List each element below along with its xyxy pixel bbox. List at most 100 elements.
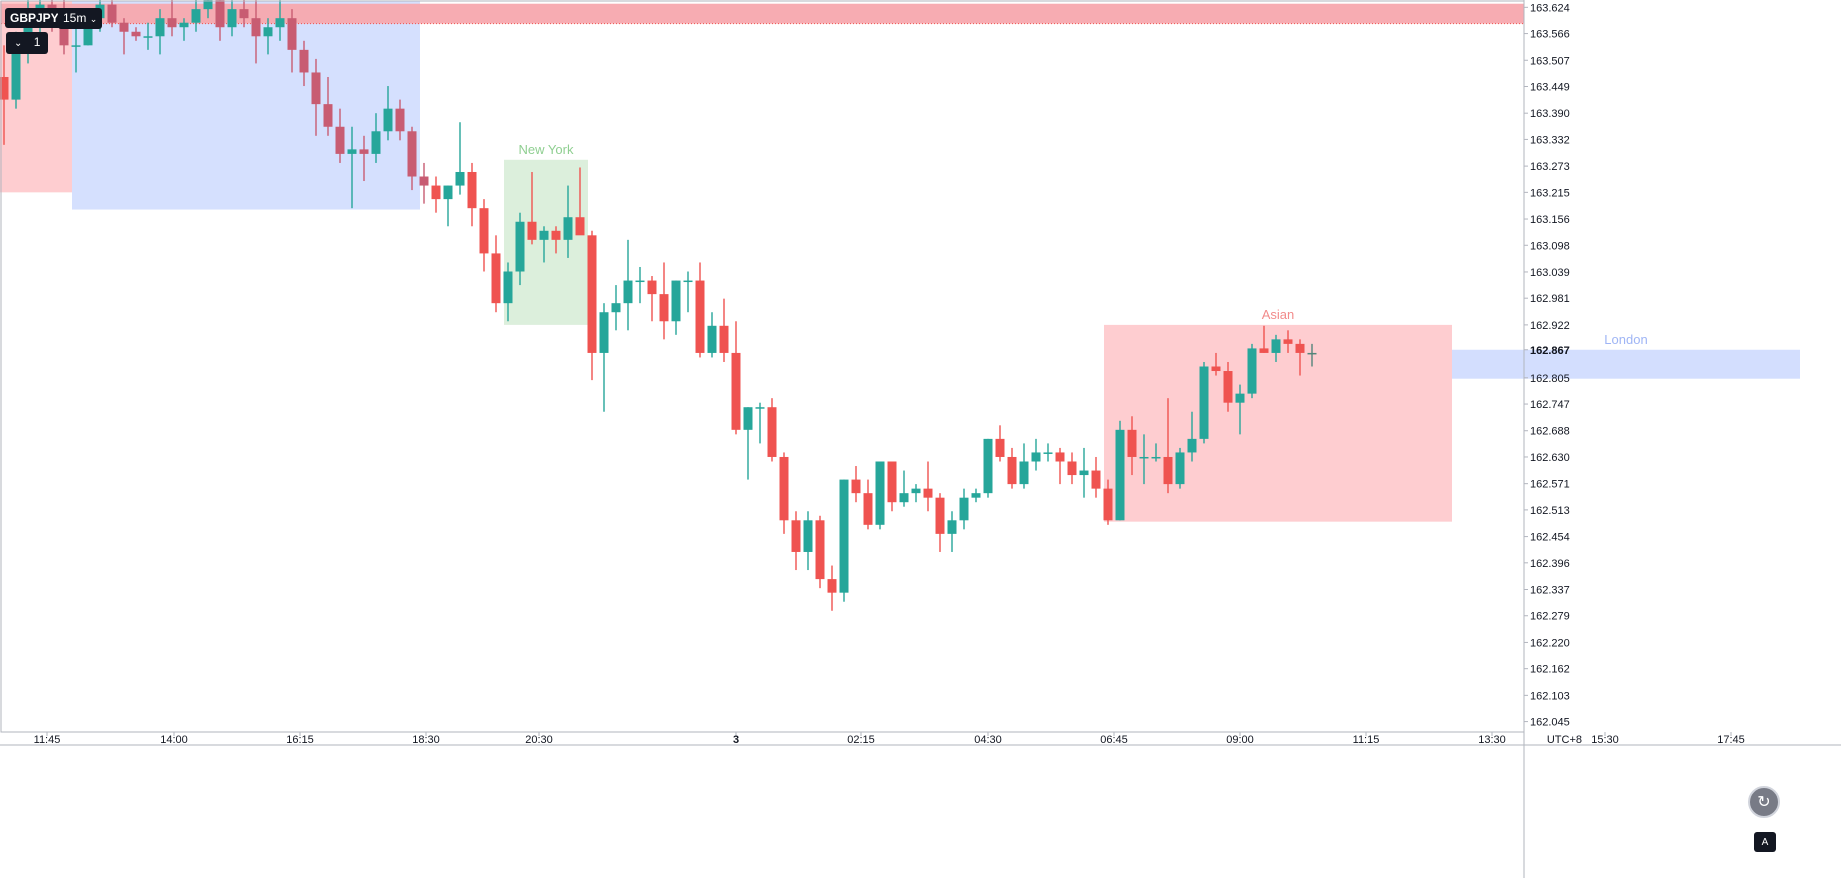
- candle-body: [1055, 452, 1065, 462]
- candle-body: [359, 149, 369, 154]
- candle: [491, 235, 501, 313]
- price-label: 162.103: [1530, 690, 1570, 702]
- candle-body: [1187, 438, 1197, 453]
- candle: [143, 22, 153, 50]
- candle: [947, 511, 957, 552]
- candle: [911, 484, 921, 503]
- candle: [479, 199, 489, 272]
- candle-body: [1043, 452, 1053, 454]
- candle: [155, 9, 165, 55]
- candle: [695, 262, 705, 358]
- candle: [539, 226, 549, 263]
- candle: [395, 99, 405, 141]
- candle-body: [59, 22, 69, 46]
- candle: [1223, 361, 1233, 412]
- candle-body: [119, 22, 129, 32]
- candle: [1295, 339, 1305, 376]
- candle: [0, 45, 9, 145]
- candle-body: [323, 104, 333, 127]
- candle-body: [203, 0, 213, 10]
- candle: [659, 262, 669, 340]
- candle-body: [887, 461, 897, 503]
- candle-body: [575, 217, 585, 236]
- price-label: 162.922: [1530, 320, 1570, 332]
- candle: [419, 162, 429, 204]
- auto-scale-button[interactable]: A: [1754, 832, 1776, 852]
- candle: [335, 108, 345, 163]
- candle-body: [791, 520, 801, 552]
- candle: [215, 0, 225, 41]
- candle-body: [899, 493, 909, 503]
- candle-body: [803, 520, 813, 552]
- candle-body: [335, 126, 345, 154]
- candle: [1187, 411, 1197, 462]
- candle-body: [707, 325, 717, 353]
- candle-body: [71, 45, 81, 47]
- candle: [347, 126, 357, 209]
- candle: [1067, 452, 1077, 485]
- price-label: 163.039: [1530, 267, 1570, 279]
- scroll-to-realtime-button[interactable]: ↻: [1748, 786, 1780, 818]
- reference-zone: [1, 3, 1524, 24]
- candle: [287, 9, 297, 73]
- price-label: 163.332: [1530, 134, 1570, 146]
- candle: [743, 407, 753, 480]
- candle-body: [971, 493, 981, 498]
- candle: [467, 162, 477, 227]
- candle: [179, 18, 189, 41]
- symbol-badge[interactable]: GBPJPY: [5, 8, 64, 28]
- candle-body: [1259, 348, 1269, 353]
- candle-body: [347, 149, 357, 154]
- candle: [383, 86, 393, 141]
- time-label: 20:30: [525, 734, 553, 746]
- candle: [443, 185, 453, 227]
- candle-body: [695, 280, 705, 353]
- candle: [1139, 434, 1149, 485]
- candle-body: [1199, 366, 1209, 439]
- time-label: 16:15: [286, 734, 314, 746]
- candle-body: [935, 497, 945, 534]
- candle-body: [503, 271, 513, 304]
- candle: [1103, 479, 1113, 525]
- candle: [983, 438, 993, 498]
- price-label: 163.215: [1530, 187, 1570, 199]
- candle-body: [371, 131, 381, 154]
- candle: [563, 185, 573, 258]
- candle-body: [863, 493, 873, 525]
- price-label: 163.624: [1530, 2, 1570, 14]
- candle-body: [611, 303, 621, 313]
- session-boxes: New York Asian London: [0, 1, 1800, 522]
- candle-body: [107, 4, 117, 23]
- price-label: 162.162: [1530, 664, 1570, 676]
- candle-body: [527, 221, 537, 240]
- price-label: 162.513: [1530, 505, 1570, 517]
- current-price-label: 162.867: [1530, 345, 1570, 357]
- time-label: 18:30: [412, 734, 440, 746]
- candle-body: [155, 18, 165, 37]
- candle: [647, 276, 657, 322]
- price-label: 162.688: [1530, 426, 1570, 438]
- candle-body: [1091, 470, 1101, 489]
- candle: [359, 135, 369, 182]
- price-label: 162.045: [1530, 717, 1570, 729]
- interval-selector[interactable]: 15m ⌄: [58, 8, 103, 29]
- price-label: 162.454: [1530, 532, 1570, 544]
- candle-body: [827, 579, 837, 593]
- candle-body: [311, 72, 321, 105]
- time-label: 15:30: [1591, 734, 1619, 746]
- price-label: 162.747: [1530, 399, 1570, 411]
- chevron-down-icon: ⌄: [14, 38, 23, 49]
- candle-body: [539, 230, 549, 240]
- candle: [311, 58, 321, 136]
- candle: [803, 511, 813, 571]
- candle-body: [515, 221, 525, 272]
- quantity-selector[interactable]: ⌄ 1: [6, 32, 49, 54]
- time-label: 11:15: [1353, 734, 1380, 746]
- candle: [1031, 438, 1041, 471]
- candle: [719, 298, 729, 362]
- price-label: 162.279: [1530, 611, 1570, 623]
- session-box: [1452, 349, 1800, 379]
- price-label: 162.805: [1530, 373, 1570, 385]
- price-label: 162.396: [1530, 558, 1570, 570]
